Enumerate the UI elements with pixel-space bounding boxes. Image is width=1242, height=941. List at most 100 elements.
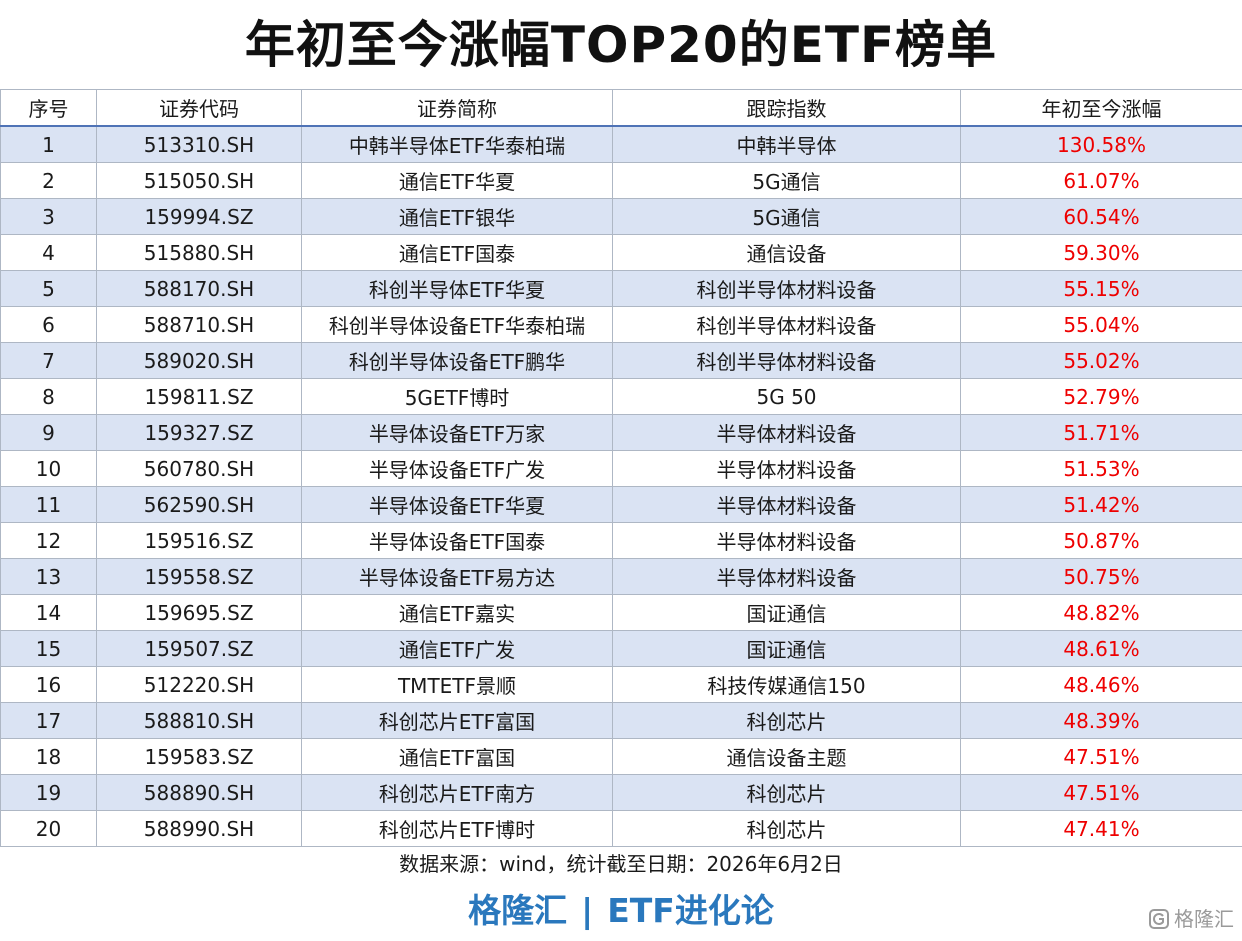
cell-code: 588810.SH	[96, 702, 302, 739]
table-row: 11 562590.SH 半导体设备ETF华夏 半导体材料设备 51.42%	[0, 486, 1242, 523]
cell-ytd-gain: 48.46%	[960, 666, 1242, 703]
cell-code: 159516.SZ	[96, 522, 302, 559]
cell-code: 588990.SH	[96, 810, 302, 847]
cell-rank: 8	[0, 378, 97, 415]
cell-rank: 18	[0, 738, 97, 775]
cell-index: 半导体材料设备	[612, 522, 961, 559]
table-row: 10 560780.SH 半导体设备ETF广发 半导体材料设备 51.53%	[0, 450, 1242, 487]
cell-name: 半导体设备ETF易方达	[301, 558, 613, 595]
cell-name: 通信ETF嘉实	[301, 594, 613, 631]
cell-name: TMTETF景顺	[301, 666, 613, 703]
cell-code: 588170.SH	[96, 270, 302, 307]
cell-ytd-gain: 59.30%	[960, 234, 1242, 271]
table-row: 17 588810.SH 科创芯片ETF富国 科创芯片 48.39%	[0, 702, 1242, 739]
table-row: 7 589020.SH 科创半导体设备ETF鹏华 科创半导体材料设备 55.02%	[0, 342, 1242, 379]
cell-rank: 16	[0, 666, 97, 703]
cell-name: 科创半导体设备ETF华泰柏瑞	[301, 306, 613, 343]
cell-ytd-gain: 51.42%	[960, 486, 1242, 523]
cell-name: 科创芯片ETF南方	[301, 774, 613, 811]
table-row: 12 159516.SZ 半导体设备ETF国泰 半导体材料设备 50.87%	[0, 522, 1242, 559]
cell-code: 159507.SZ	[96, 630, 302, 667]
cell-index: 半导体材料设备	[612, 450, 961, 487]
etf-ranking-table: 序号 证券代码 证券简称 跟踪指数 年初至今涨幅 1 513310.SH 中韩半导体…	[0, 89, 1242, 847]
cell-index: 5G通信	[612, 198, 961, 235]
table-header-row: 序号 证券代码 证券简称 跟踪指数 年初至今涨幅	[0, 89, 1242, 127]
cell-name: 5GETF博时	[301, 378, 613, 415]
cell-code: 588890.SH	[96, 774, 302, 811]
cell-index: 科创芯片	[612, 702, 961, 739]
cell-name: 科创半导体设备ETF鹏华	[301, 342, 613, 379]
table-row: 14 159695.SZ 通信ETF嘉实 国证通信 48.82%	[0, 594, 1242, 631]
cell-index: 半导体材料设备	[612, 486, 961, 523]
cell-name: 科创半导体ETF华夏	[301, 270, 613, 307]
cell-rank: 1	[0, 125, 97, 163]
table-row: 9 159327.SZ 半导体设备ETF万家 半导体材料设备 51.71%	[0, 414, 1242, 451]
cell-rank: 14	[0, 594, 97, 631]
header-code: 证券代码	[96, 89, 302, 127]
header-index: 跟踪指数	[612, 89, 961, 127]
cell-code: 159811.SZ	[96, 378, 302, 415]
cell-ytd-gain: 55.04%	[960, 306, 1242, 343]
cell-rank: 6	[0, 306, 97, 343]
page-title: 年初至今涨幅TOP20的ETF榜单	[244, 16, 998, 74]
cell-code: 562590.SH	[96, 486, 302, 523]
table-row: 1 513310.SH 中韩半导体ETF华泰柏瑞 中韩半导体 130.58%	[0, 125, 1242, 163]
table-row: 20 588990.SH 科创芯片ETF博时 科创芯片 47.41%	[0, 810, 1242, 847]
table-row: 18 159583.SZ 通信ETF富国 通信设备主题 47.51%	[0, 738, 1242, 775]
cell-name: 通信ETF广发	[301, 630, 613, 667]
cell-ytd-gain: 60.54%	[960, 198, 1242, 235]
cell-ytd-gain: 51.53%	[960, 450, 1242, 487]
cell-rank: 19	[0, 774, 97, 811]
cell-ytd-gain: 47.51%	[960, 738, 1242, 775]
cell-rank: 3	[0, 198, 97, 235]
cell-name: 通信ETF国泰	[301, 234, 613, 271]
cell-ytd-gain: 48.82%	[960, 594, 1242, 631]
cell-ytd-gain: 55.02%	[960, 342, 1242, 379]
cell-ytd-gain: 130.58%	[960, 125, 1242, 163]
cell-index: 半导体材料设备	[612, 414, 961, 451]
cell-rank: 13	[0, 558, 97, 595]
cell-name: 通信ETF富国	[301, 738, 613, 775]
cell-name: 通信ETF华夏	[301, 162, 613, 199]
table-row: 13 159558.SZ 半导体设备ETF易方达 半导体材料设备 50.75%	[0, 558, 1242, 595]
cell-rank: 15	[0, 630, 97, 667]
cell-code: 588710.SH	[96, 306, 302, 343]
cell-code: 560780.SH	[96, 450, 302, 487]
cell-index: 科创半导体材料设备	[612, 270, 961, 307]
cell-name: 半导体设备ETF广发	[301, 450, 613, 487]
cell-name: 科创芯片ETF博时	[301, 810, 613, 847]
brand-footer: 格隆汇 | ETF进化论	[0, 886, 1242, 936]
header-name: 证券简称	[301, 89, 613, 127]
cell-ytd-gain: 52.79%	[960, 378, 1242, 415]
cell-ytd-gain: 50.75%	[960, 558, 1242, 595]
cell-ytd-gain: 47.51%	[960, 774, 1242, 811]
cell-ytd-gain: 50.87%	[960, 522, 1242, 559]
cell-index: 国证通信	[612, 630, 961, 667]
cell-ytd-gain: 47.41%	[960, 810, 1242, 847]
table-row: 6 588710.SH 科创半导体设备ETF华泰柏瑞 科创半导体材料设备 55.04%	[0, 306, 1242, 343]
cell-rank: 11	[0, 486, 97, 523]
cell-name: 通信ETF银华	[301, 198, 613, 235]
cell-index: 通信设备主题	[612, 738, 961, 775]
cell-index: 科创半导体材料设备	[612, 342, 961, 379]
cell-name: 半导体设备ETF万家	[301, 414, 613, 451]
cell-index: 中韩半导体	[612, 125, 961, 163]
cell-rank: 12	[0, 522, 97, 559]
header-ytd-gain: 年初至今涨幅	[960, 89, 1242, 127]
brand-column-name: ETF进化论	[607, 891, 774, 930]
table-row: 16 512220.SH TMTETF景顺 科技传媒通信150 48.46%	[0, 666, 1242, 703]
cell-rank: 4	[0, 234, 97, 271]
watermark-text: 格隆汇	[1174, 907, 1234, 931]
cell-index: 半导体材料设备	[612, 558, 961, 595]
brand-separator: |	[581, 891, 594, 930]
cell-name: 半导体设备ETF华夏	[301, 486, 613, 523]
cell-code: 159994.SZ	[96, 198, 302, 235]
cell-code: 159327.SZ	[96, 414, 302, 451]
table-row: 3 159994.SZ 通信ETF银华 5G通信 60.54%	[0, 198, 1242, 235]
cell-code: 513310.SH	[96, 125, 302, 163]
cell-index: 科创芯片	[612, 774, 961, 811]
glh-logo-icon	[1149, 909, 1169, 929]
cell-code: 159558.SZ	[96, 558, 302, 595]
cell-ytd-gain: 51.71%	[960, 414, 1242, 451]
table-row: 4 515880.SH 通信ETF国泰 通信设备 59.30%	[0, 234, 1242, 271]
